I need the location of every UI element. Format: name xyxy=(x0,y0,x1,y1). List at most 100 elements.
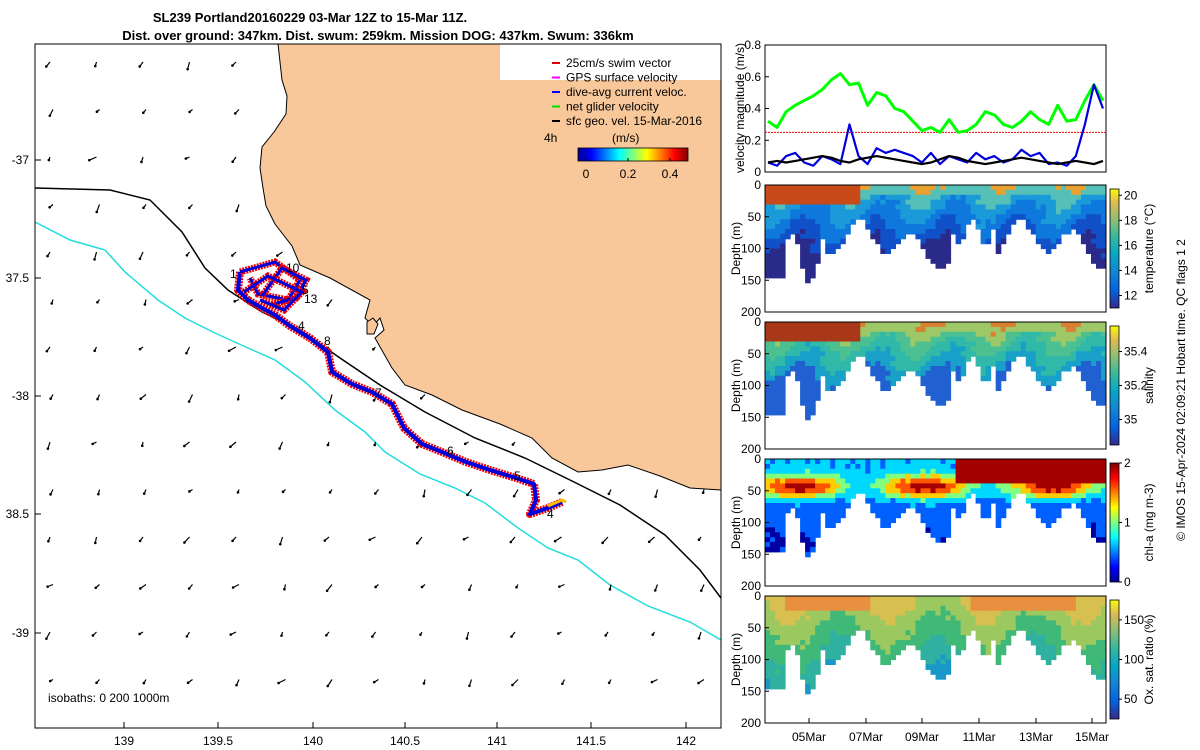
section-cell xyxy=(930,527,937,533)
section-cell xyxy=(1091,204,1097,210)
section-cell xyxy=(1035,615,1042,621)
section-cell xyxy=(810,503,816,509)
section-cell xyxy=(890,512,896,519)
section-cell xyxy=(1075,468,1082,475)
section-cell xyxy=(995,596,1002,602)
vector-arrowhead xyxy=(701,491,705,495)
section-cell xyxy=(920,640,927,646)
section-cell xyxy=(1000,341,1007,347)
vector-arrowhead xyxy=(183,541,186,544)
section-cell xyxy=(1040,620,1047,626)
section-cell xyxy=(785,468,791,475)
section-cell xyxy=(970,199,977,206)
section-cell xyxy=(855,625,861,631)
section-cell xyxy=(765,385,771,391)
section-cell xyxy=(1096,189,1102,196)
section-cell xyxy=(770,610,776,617)
section-cell xyxy=(1080,189,1087,196)
section-cell xyxy=(770,243,776,250)
section-cell xyxy=(875,326,881,333)
section-cell xyxy=(805,527,811,533)
section-cell xyxy=(1096,346,1102,352)
section-cell xyxy=(810,537,816,543)
section-cell xyxy=(1085,185,1092,191)
section-cell xyxy=(935,478,942,484)
section-cell xyxy=(825,385,831,391)
colorbar-tick-label: 150 xyxy=(1124,613,1144,627)
section-cell xyxy=(770,409,776,416)
map-x-tick-label: 139.5 xyxy=(203,734,233,748)
section-cell xyxy=(835,341,841,347)
section-cell xyxy=(1101,659,1106,665)
section-cell xyxy=(860,346,866,352)
vector-arrowhead xyxy=(558,491,561,495)
section-cell xyxy=(980,238,987,245)
section-cell xyxy=(880,370,886,377)
section-cell xyxy=(1035,204,1042,210)
section-cell xyxy=(835,351,841,357)
section-cell xyxy=(985,640,992,646)
section-cell xyxy=(945,395,952,401)
section-cell xyxy=(820,493,826,499)
section-cell xyxy=(840,185,846,191)
section-cell xyxy=(925,664,932,670)
section-cell xyxy=(875,503,881,509)
section-cell xyxy=(840,361,846,367)
section-cell xyxy=(840,615,846,621)
vector-arrowhead xyxy=(231,539,234,543)
section-cell xyxy=(990,322,997,328)
section-cell xyxy=(900,620,906,626)
section-cell xyxy=(960,630,967,636)
vector-arrowhead xyxy=(280,634,283,637)
section-cell xyxy=(1010,596,1017,602)
section-cell xyxy=(820,488,826,494)
section-cell xyxy=(985,336,992,343)
section-cell xyxy=(1010,341,1017,347)
section-cell xyxy=(1050,341,1057,347)
section-cell xyxy=(950,610,957,617)
section-cell xyxy=(805,644,811,651)
section-cell xyxy=(810,219,816,225)
section-cell xyxy=(1000,199,1007,206)
vector-arrowhead xyxy=(647,540,651,544)
section-cell xyxy=(875,610,881,617)
section-cell xyxy=(815,375,821,382)
section-cell xyxy=(950,194,957,201)
section-cell xyxy=(905,473,911,480)
section-cell xyxy=(955,361,962,367)
section-cell xyxy=(805,405,811,411)
vector-arrowhead xyxy=(415,541,419,545)
section-cell xyxy=(920,361,927,367)
section-cell xyxy=(815,654,821,661)
map-y-tick-label: -38 xyxy=(12,389,30,403)
section-cell xyxy=(780,189,786,196)
section-cell xyxy=(775,400,781,406)
section-cell xyxy=(895,503,901,509)
section-cell xyxy=(765,498,771,504)
section-cell xyxy=(995,605,1002,612)
section-cell xyxy=(835,219,841,225)
section-cell xyxy=(775,600,781,607)
section-cell xyxy=(1030,625,1037,631)
section-cell xyxy=(895,189,901,196)
vector-arrowhead xyxy=(235,683,238,687)
section-cell xyxy=(1055,204,1062,210)
section-cell xyxy=(1091,238,1097,245)
section-cell xyxy=(1020,473,1027,480)
section-cell xyxy=(1080,615,1087,621)
section-cell xyxy=(925,600,932,607)
section-cell xyxy=(1055,351,1062,357)
section-cell xyxy=(825,459,831,465)
section-cell xyxy=(885,366,891,372)
section-cell xyxy=(865,322,871,328)
section-cell xyxy=(775,503,781,509)
section-cell xyxy=(1055,507,1062,514)
section-cell xyxy=(990,615,997,621)
section-cell xyxy=(775,248,781,254)
section-cell xyxy=(815,214,821,220)
section-cell xyxy=(955,194,962,201)
section-cell xyxy=(810,380,816,387)
section-cell xyxy=(935,664,942,670)
section-cell xyxy=(910,346,916,352)
